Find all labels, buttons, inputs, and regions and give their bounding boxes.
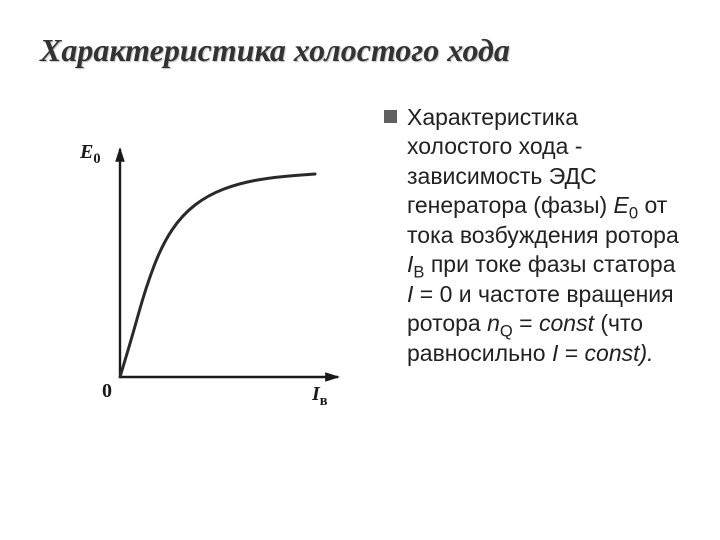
description-text: Характеристика холостого хода - зависимо…	[407, 103, 680, 368]
bullet-row: Характеристика холостого хода - зависимо…	[384, 103, 680, 368]
no-load-curve-chart: E0Iв0	[70, 127, 360, 427]
chart-svg: E0Iв0	[70, 127, 360, 427]
slide: Характеристика холостого хода E0Iв0 Хара…	[0, 0, 720, 540]
content-row: E0Iв0 Характеристика холостого хода - за…	[40, 97, 680, 427]
svg-text:0: 0	[102, 380, 112, 402]
description-block: Характеристика холостого хода - зависимо…	[384, 97, 680, 368]
square-bullet-icon	[384, 110, 397, 123]
slide-title: Характеристика холостого хода	[40, 32, 680, 69]
